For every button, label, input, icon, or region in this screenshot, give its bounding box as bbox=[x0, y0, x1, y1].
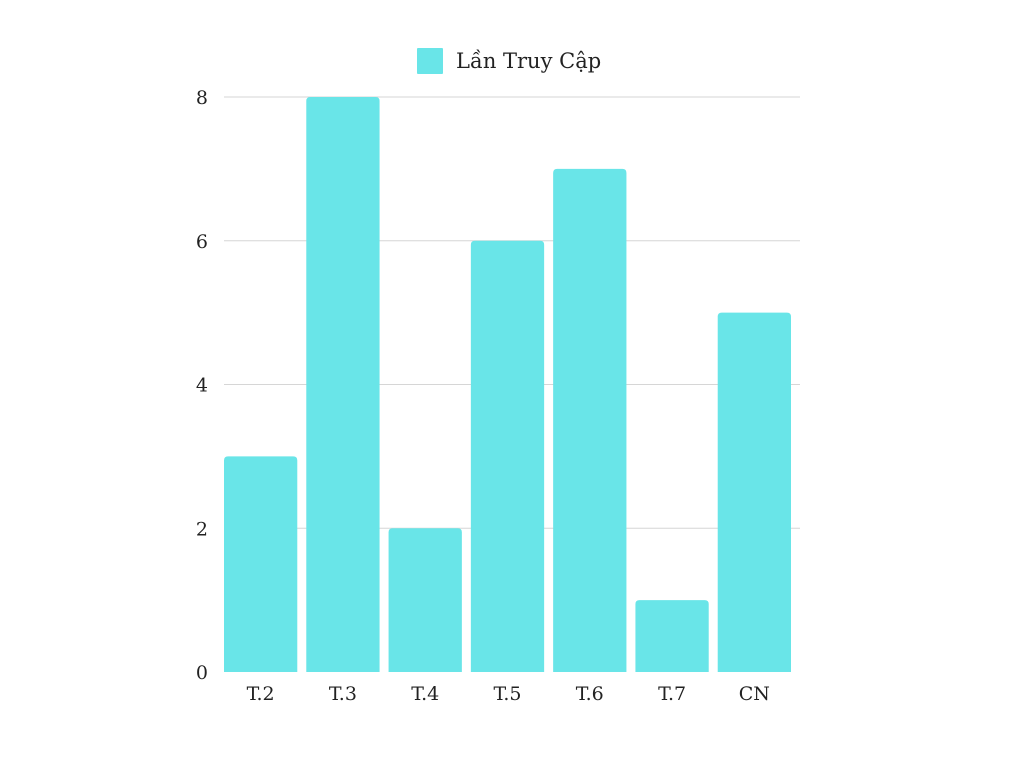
bar-t3[interactable] bbox=[306, 97, 380, 672]
bar-t6[interactable] bbox=[553, 168, 627, 672]
y-tick-label: 8 bbox=[196, 87, 208, 109]
x-tick-label: T.4 bbox=[411, 683, 439, 705]
y-tick-label: 2 bbox=[196, 518, 208, 540]
bar-t2[interactable] bbox=[224, 456, 298, 672]
legend-label: Lần Truy Cập bbox=[456, 49, 601, 73]
x-tick-label: T.6 bbox=[576, 683, 604, 705]
x-tick-label: T.3 bbox=[329, 683, 357, 705]
bar-t7[interactable] bbox=[635, 600, 709, 672]
bars-layer bbox=[224, 97, 791, 672]
y-axis-tick-labels: 0 2 4 6 8 bbox=[196, 87, 208, 684]
legend[interactable]: Lần Truy Cập bbox=[417, 48, 601, 74]
x-tick-label: T.5 bbox=[493, 683, 521, 705]
y-tick-label: 0 bbox=[196, 662, 208, 684]
bar-cn[interactable] bbox=[717, 312, 791, 672]
y-tick-label: 6 bbox=[196, 231, 208, 253]
legend-swatch bbox=[417, 48, 443, 74]
x-tick-label: T.2 bbox=[247, 683, 275, 705]
x-tick-label: T.7 bbox=[658, 683, 686, 705]
x-axis-tick-labels: T.2 T.3 T.4 T.5 T.6 T.7 CN bbox=[247, 683, 770, 705]
bar-t4[interactable] bbox=[388, 528, 462, 672]
x-tick-label: CN bbox=[739, 683, 770, 705]
bar-t5[interactable] bbox=[470, 240, 545, 672]
y-tick-label: 4 bbox=[196, 375, 208, 397]
